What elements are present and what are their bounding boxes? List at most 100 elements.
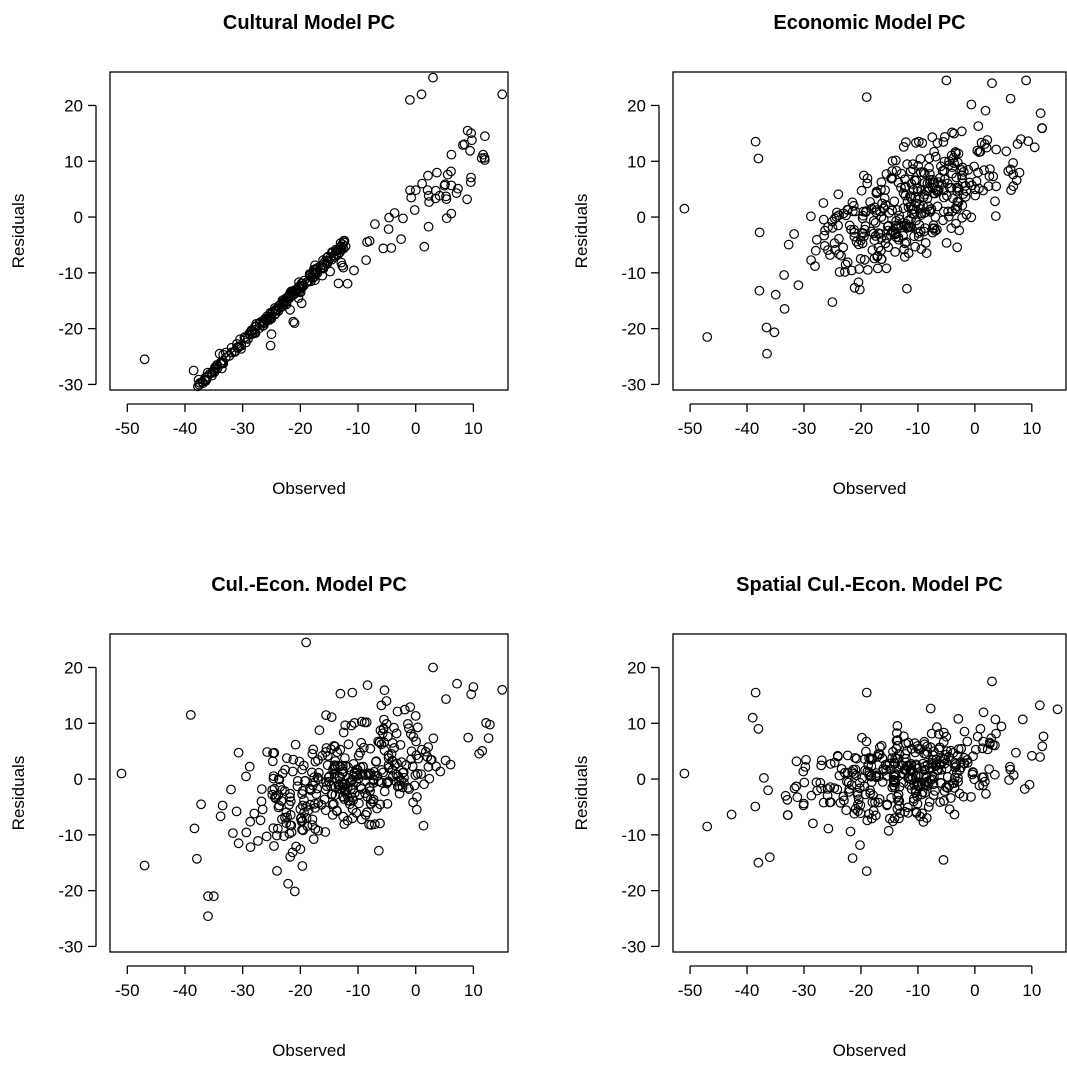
data-point	[338, 727, 349, 738]
data-point	[909, 738, 920, 749]
data-point	[363, 769, 374, 780]
data-point	[399, 772, 409, 783]
data-point	[268, 773, 279, 784]
data-point	[892, 728, 902, 739]
data-point	[226, 784, 236, 795]
data-point	[200, 376, 211, 387]
data-point	[1008, 157, 1018, 168]
data-point	[980, 105, 991, 116]
data-point	[353, 773, 364, 784]
data-point	[890, 758, 901, 769]
data-point	[339, 819, 350, 829]
data-point	[227, 828, 238, 838]
data-point	[861, 866, 872, 876]
data-point	[966, 792, 976, 802]
data-point	[191, 853, 202, 864]
data-point	[829, 757, 840, 768]
data-point	[849, 768, 859, 779]
data-point	[1008, 169, 1019, 180]
data-point	[761, 322, 772, 333]
data-point	[908, 793, 919, 804]
data-point	[321, 743, 332, 753]
data-point	[943, 211, 954, 222]
data-point	[321, 777, 332, 788]
data-point	[763, 785, 773, 796]
data-point	[330, 790, 341, 800]
data-point	[941, 749, 951, 760]
data-point	[1024, 779, 1035, 790]
data-point	[935, 172, 945, 183]
data-point	[201, 374, 212, 385]
data-point	[942, 190, 952, 201]
data-point	[284, 799, 295, 810]
data-point	[412, 722, 423, 733]
data-point	[825, 759, 836, 769]
data-point	[952, 242, 963, 253]
data-point	[888, 771, 899, 781]
data-point	[747, 712, 758, 723]
data-point	[865, 197, 875, 207]
data-point	[272, 823, 283, 834]
data-point	[362, 792, 373, 802]
data-point	[256, 796, 267, 807]
data-point	[287, 766, 298, 777]
data-point	[939, 727, 949, 738]
data-point	[847, 206, 858, 217]
data-point	[938, 855, 949, 865]
data-point	[868, 228, 879, 239]
data-point	[468, 682, 479, 692]
data-point	[1026, 750, 1037, 761]
data-point	[403, 719, 413, 729]
data-point	[783, 239, 794, 250]
data-point	[905, 191, 915, 201]
data-point	[230, 346, 241, 357]
data-point	[898, 777, 909, 788]
data-point	[918, 192, 929, 203]
data-point	[973, 167, 983, 178]
y-tick-label: -20	[621, 320, 646, 339]
data-point	[827, 216, 838, 227]
data-point	[791, 781, 802, 792]
x-tick-label: -40	[735, 981, 760, 1000]
data-point	[329, 763, 340, 773]
data-point	[855, 253, 866, 264]
y-tick-label: 10	[627, 152, 646, 171]
y-tick-label: 10	[627, 714, 646, 733]
data-point	[908, 796, 919, 807]
data-point	[446, 208, 457, 219]
data-point	[1023, 136, 1034, 147]
data-point	[382, 777, 393, 788]
data-point	[769, 327, 780, 338]
data-point	[850, 764, 861, 775]
data-point	[861, 736, 872, 747]
data-point	[324, 771, 335, 782]
data-point	[884, 207, 895, 218]
data-point	[1011, 747, 1021, 758]
data-point	[356, 737, 367, 748]
data-point	[870, 231, 881, 241]
data-point	[987, 676, 997, 687]
data-point	[977, 743, 988, 754]
data-point	[439, 180, 450, 191]
data-point	[878, 764, 889, 774]
data-point	[355, 747, 366, 758]
data-point	[816, 755, 827, 766]
chart-title: Economic Model PC	[773, 12, 965, 34]
data-point	[214, 348, 225, 359]
data-point	[839, 767, 850, 778]
data-points	[139, 72, 508, 392]
data-point	[307, 767, 317, 778]
data-point	[972, 731, 983, 742]
data-point	[806, 211, 816, 222]
data-point	[840, 267, 850, 277]
data-point	[1052, 704, 1063, 715]
data-point	[930, 151, 941, 162]
data-point	[285, 304, 296, 315]
x-tick-label: 0	[970, 981, 979, 1000]
data-point	[971, 744, 981, 755]
data-point	[857, 227, 867, 238]
data-point	[984, 764, 995, 774]
y-axis-label: Residuals	[9, 194, 28, 269]
data-point	[497, 684, 508, 695]
data-point	[412, 768, 423, 779]
